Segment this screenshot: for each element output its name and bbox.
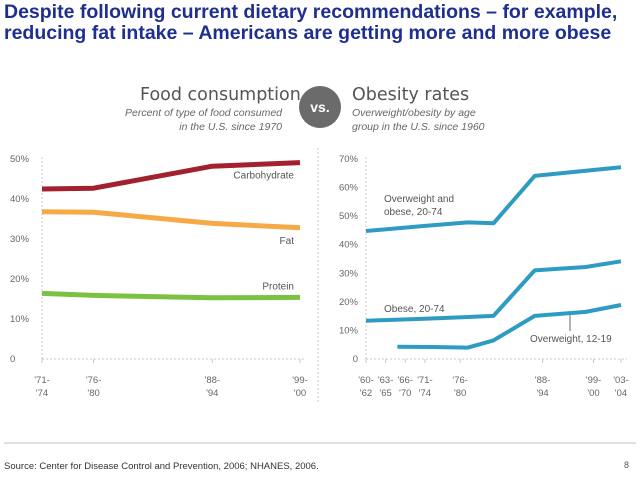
obesity-x-tick-label-bottom: '74 [419, 388, 431, 399]
obesity-rates-subtitle: Overweight/obesity by age group in the U… [352, 106, 572, 134]
obesity-y-tick-label: 40% [339, 240, 359, 251]
food-series-label-protein: Protein [262, 281, 294, 292]
food-series-label-fat: Fat [280, 236, 295, 247]
food-y-tick-label: 30% [10, 234, 30, 245]
obesity-x-tick-label-bottom: '04 [615, 388, 627, 399]
obesity-x-tick-label-top: '03- [613, 375, 629, 386]
food-x-tick-label-bottom: '80 [87, 388, 99, 399]
obesity-y-tick-label: 20% [339, 297, 359, 308]
obesity-x-tick-label-bottom: '62 [360, 388, 372, 399]
obesity-x-tick-label-top: '63- [378, 375, 394, 386]
food-x-tick-label-top: '88- [205, 375, 221, 386]
obesity-label-overweight-teen: Overweight, 12-19 [530, 334, 612, 345]
obesity-x-tick-label-bottom: '00 [587, 388, 599, 399]
headline-line-1: Despite following current dietary recomm… [4, 1, 618, 23]
obesity-rates-title: Obesity rates [352, 85, 470, 105]
obesity-x-tick-label-top: '71- [417, 375, 433, 386]
obesity-y-tick-label: 60% [339, 183, 359, 194]
obesity-y-tick-label: 70% [339, 154, 359, 165]
food-y-tick-label: 50% [10, 154, 30, 165]
obesity-rates-chart: 0 10% 20% 30% 40% 50% 60% 70% '60- '62 '63- '65 '66-… [339, 154, 629, 399]
obesity-x-tick-label-top: '99- [586, 375, 602, 386]
obesity-subtitle-line-1: Overweight/obesity by age [352, 107, 476, 119]
food-consumption-title: Food consumption [140, 85, 301, 105]
page-number: 8 [624, 460, 630, 470]
obesity-x-tick-label-bottom: '70 [399, 388, 411, 399]
food-y-tick-label: 20% [10, 274, 30, 285]
obesity-series-line-1 [365, 259, 622, 323]
obesity-series-line-0 [365, 165, 622, 233]
obesity-x-tick-label-top: '76- [452, 375, 468, 386]
food-subtitle-line-1: Percent of type of food consumed [124, 107, 282, 119]
obesity-label-overweight-obese-line1: Overweight and [384, 194, 454, 205]
food-consumption-chart: 0 10% 20% 30% 40% 50% '71- '74 '76- '80 '88- '94 '99… [10, 154, 308, 399]
obesity-x-tick-label-top: '60- [358, 375, 374, 386]
food-y-tick-label: 40% [10, 194, 30, 205]
obesity-y-tick-label: 30% [339, 268, 359, 279]
obesity-x-tick-label-bottom: '94 [536, 388, 548, 399]
food-x-tick-label-bottom: '94 [206, 388, 218, 399]
food-series-line-protein [41, 290, 301, 301]
obesity-y-tick-label: 10% [339, 325, 359, 336]
food-x-tick-label-top: '76- [86, 375, 102, 386]
food-x-tick-label-top: '99- [292, 375, 308, 386]
food-series-line-carbohydrate [41, 160, 301, 192]
food-series-label-carbohydrate: Carbohydrate [233, 171, 294, 182]
food-consumption-subtitle: Percent of type of food consumed in the … [82, 106, 282, 134]
obesity-x-tick-label-top: '66- [397, 375, 413, 386]
vs-badge: vs. [299, 86, 341, 128]
food-y-tick-label: 10% [10, 314, 30, 325]
obesity-x-tick-label-top: '88- [535, 375, 551, 386]
food-x-tick-label-bottom: '00 [294, 388, 306, 399]
obesity-x-tick-label-bottom: '80 [454, 388, 466, 399]
obesity-label-overweight-obese-line2: obese, 20-74 [384, 207, 443, 218]
headline: Despite following current dietary recomm… [4, 2, 634, 44]
obesity-x-tick-label-bottom: '65 [379, 388, 391, 399]
food-x-tick-label-top: '71- [34, 375, 50, 386]
food-subtitle-line-2: in the U.S. since 1970 [179, 121, 282, 133]
obesity-series-line-2 [397, 303, 622, 350]
food-series-line-fat [41, 209, 301, 231]
obesity-y-tick-label: 50% [339, 211, 359, 222]
food-y-tick-label: 0 [10, 354, 15, 365]
obesity-subtitle-line-2: group in the U.S. since 1960 [352, 121, 485, 133]
obesity-label-obese: Obese, 20-74 [384, 304, 445, 315]
headline-line-2: reducing fat intake – Americans are gett… [4, 22, 612, 44]
source-note: Source: Center for Disease Control and P… [4, 461, 319, 472]
obesity-y-tick-label: 0 [353, 354, 358, 365]
food-x-tick-label-bottom: '74 [36, 388, 48, 399]
